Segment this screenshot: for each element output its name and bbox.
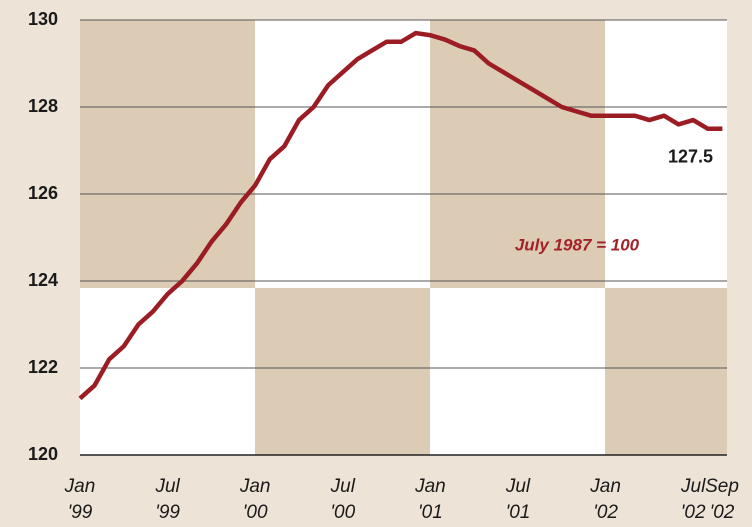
value-label: 127.5	[668, 147, 713, 167]
x-tick-label: Jan '02	[590, 476, 621, 523]
x-tick-label: Jul '99	[155, 476, 180, 523]
x-tick-label: Jan '01	[415, 476, 446, 523]
band	[80, 288, 255, 455]
y-tick-label: 126	[28, 183, 58, 203]
y-tick-label: 130	[28, 9, 58, 29]
band	[605, 20, 727, 288]
y-tick-label: 124	[28, 270, 58, 290]
band	[255, 20, 430, 288]
band	[80, 20, 255, 288]
x-tick-label: Sep '02	[705, 476, 739, 523]
y-tick-label: 122	[28, 357, 58, 377]
band	[430, 288, 605, 455]
x-tick-label: Jan '00	[239, 476, 271, 523]
band	[255, 288, 430, 455]
x-tick-label: Jul '00	[330, 476, 356, 523]
band	[430, 20, 605, 288]
x-tick-label: Jul '02	[680, 476, 706, 523]
y-tick-label: 128	[28, 96, 58, 116]
annotation: July 1987 = 100	[515, 235, 640, 254]
x-tick-label: Jan '99	[64, 476, 96, 523]
x-tick-label: Jul '01	[505, 476, 531, 523]
line-series	[78, 30, 723, 401]
y-tick-label: 120	[28, 444, 58, 464]
band	[605, 288, 727, 455]
